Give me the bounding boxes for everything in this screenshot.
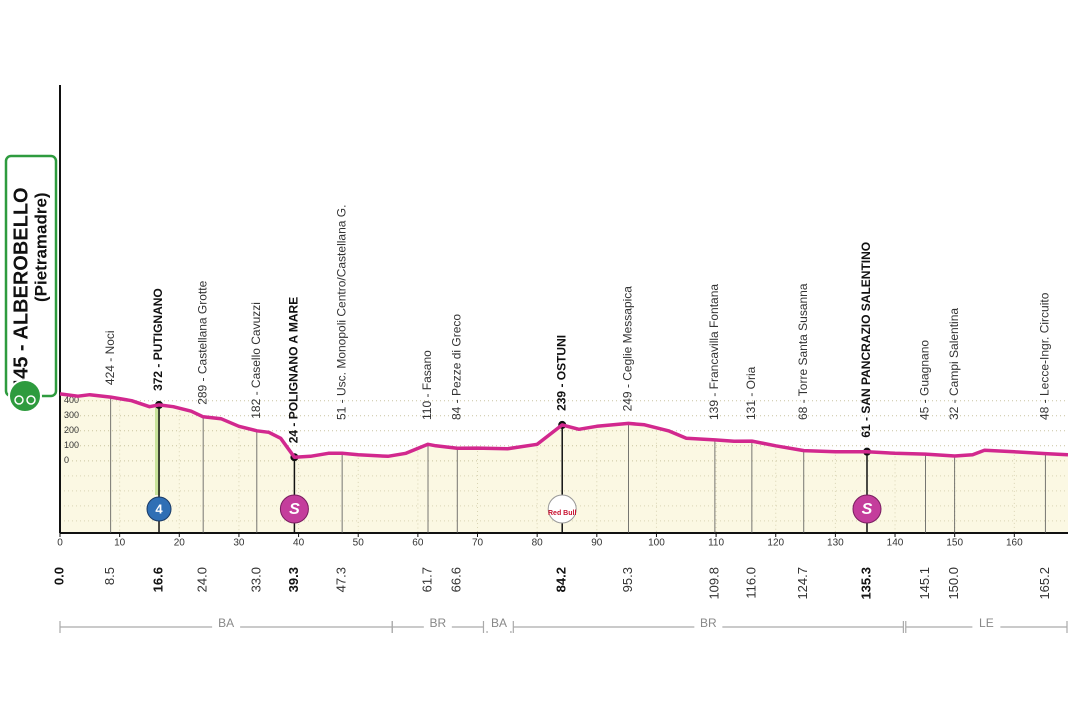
km-label: 145.1: [917, 567, 932, 600]
km-label: 16.6: [150, 567, 165, 592]
place-label: 289 - Castellana Grotte: [195, 280, 209, 404]
place-label: 239 - OSTUNI: [554, 335, 568, 411]
place-label: 32 - Campi Salentina: [947, 308, 961, 420]
km-label: 150.0: [946, 567, 961, 600]
x-tick-label: 100: [648, 538, 665, 549]
x-tick-label: 70: [472, 538, 484, 549]
region-label: BA: [218, 616, 234, 630]
region-label-bg: [423, 617, 452, 631]
km-label: 84.2: [554, 567, 569, 592]
place-label: 249 - Ceglie Messapica: [621, 286, 635, 412]
start-icon: [8, 379, 42, 413]
x-tick-label: 30: [233, 538, 245, 549]
x-tick-label: 20: [174, 538, 186, 549]
x-tick-label: 90: [591, 538, 603, 549]
region-label-bg: [484, 617, 513, 631]
sponsor-icon: [547, 494, 577, 524]
x-tick-label: 160: [1006, 538, 1023, 549]
km-label: 66.6: [449, 567, 464, 592]
km-label: 61.7: [419, 567, 434, 592]
x-tick-label: 50: [353, 538, 365, 549]
x-tick-label: 80: [532, 538, 544, 549]
place-label: 372 - PUTIGNANO: [151, 288, 165, 391]
region-label-bg: [694, 617, 723, 631]
km-label: 24.0: [195, 567, 210, 592]
km-label: 33.0: [248, 567, 263, 592]
region-label: LE: [979, 616, 994, 630]
climb-band: [155, 404, 161, 495]
y-tick-label: 100: [64, 440, 79, 450]
place-label: 45 - Guagnano: [918, 340, 932, 420]
sprint-icon: [852, 494, 882, 524]
sprint-icon: [279, 494, 309, 524]
region-label: BR: [430, 616, 447, 630]
sprint-icon-label: S: [289, 501, 300, 518]
place-label: 182 - Casello Cavuzzi: [249, 302, 263, 419]
km-label: 109.8: [706, 567, 721, 600]
sprint-icon-label: S: [862, 501, 873, 518]
profile-fill: [60, 393, 1068, 533]
place-label: 68 - Torre Santa Susanna: [796, 283, 810, 420]
km-label: 124.7: [795, 567, 810, 600]
y-tick-label: 200: [64, 425, 79, 435]
place-label: 110 - Fasano: [420, 350, 434, 420]
climb-icon: [146, 496, 172, 522]
x-tick-label: 110: [708, 538, 724, 549]
start-label: 445 - ALBEROBELLO: [10, 187, 32, 390]
place-label: 24 - POLIGNANO A MARE: [287, 297, 301, 443]
x-tick-label: 120: [767, 538, 784, 549]
km-label: 8.5: [102, 567, 117, 585]
x-tick-label: 130: [827, 538, 844, 549]
region-label: BR: [700, 616, 717, 630]
y-tick-label: 400: [64, 395, 79, 405]
place-label: 48 - Lecce-Ingr. Circuito: [1038, 292, 1052, 420]
x-tick-label: 150: [946, 538, 963, 549]
sponsor-icon-label: Red Bull: [548, 510, 576, 517]
km-label: 39.3: [286, 567, 301, 592]
place-label: 139 - Francavilla Fontana: [707, 284, 721, 420]
place-label: 61 - SAN PANCRAZIO SALENTINO: [859, 242, 873, 438]
km-label: 165.2: [1037, 567, 1052, 600]
climb-icon-label: 4: [155, 501, 163, 516]
km-label: 0.0: [51, 567, 66, 585]
km-label: 47.3: [334, 567, 349, 592]
km-label: 95.3: [620, 567, 635, 592]
y-tick-label: 300: [64, 410, 79, 420]
place-label: 84 - Pezze di Greco: [449, 314, 463, 420]
place-label: 424 - Noci: [103, 330, 117, 385]
x-tick-label: 140: [887, 538, 904, 549]
start-icon-wheel: [14, 395, 24, 405]
place-label: 131 - Oria: [744, 366, 758, 420]
region-label-bg: [972, 617, 1001, 631]
start-icon-wheel: [26, 395, 36, 405]
km-label: 135.3: [858, 567, 873, 600]
profile-line: [59, 392, 1068, 459]
place-label: 51 - Usc. Monopoli Centro/Castellana G.: [334, 205, 348, 420]
start-sublabel: (Pietramadre): [31, 192, 50, 302]
x-tick-label: 60: [412, 538, 424, 549]
region-label: BA: [491, 616, 507, 630]
km-label: 116.0: [743, 567, 758, 599]
x-tick-label: 0: [57, 538, 63, 549]
x-tick-label: 10: [114, 538, 126, 549]
y-tick-label: 0: [64, 455, 69, 465]
x-tick-label: 40: [293, 538, 305, 549]
region-label-bg: [212, 617, 241, 631]
